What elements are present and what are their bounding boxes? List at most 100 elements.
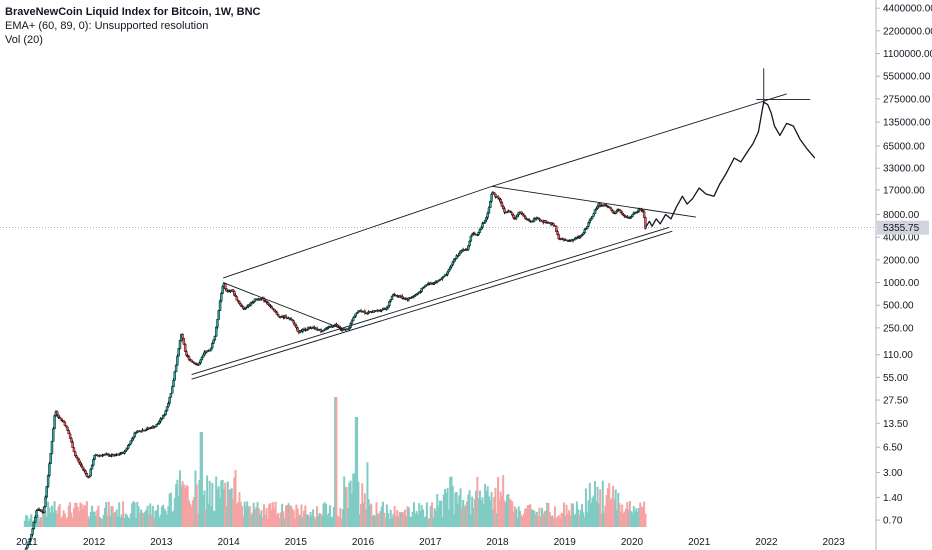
candle-body xyxy=(481,223,484,228)
volume-bar xyxy=(125,515,128,527)
candle-body xyxy=(181,333,184,339)
legend-title[interactable]: BraveNewCoin Liquid Index for Bitcoin, 1… xyxy=(5,6,261,18)
volume-bar xyxy=(552,517,555,527)
candle-body xyxy=(614,211,617,214)
volume-bar xyxy=(575,501,578,527)
projection-line[interactable] xyxy=(644,101,816,229)
candle-body xyxy=(238,301,241,304)
projection-path[interactable] xyxy=(644,101,816,229)
volume-bar xyxy=(476,476,479,527)
candle-body xyxy=(49,453,52,464)
volume-bar xyxy=(587,500,590,527)
volume-bar xyxy=(546,502,549,527)
volume-bar xyxy=(378,513,381,527)
volume-bar xyxy=(344,487,347,527)
volume-bar xyxy=(297,514,300,527)
volume-bar xyxy=(113,512,116,527)
volume-bar xyxy=(194,470,197,527)
volume-bar xyxy=(131,503,134,527)
volume-bar xyxy=(288,505,291,527)
candle-body xyxy=(557,234,560,239)
candle-body xyxy=(355,312,359,314)
volume-bar xyxy=(534,514,537,527)
candle-body xyxy=(40,509,43,512)
volume-bar xyxy=(286,505,289,527)
trendline-drawings[interactable] xyxy=(191,68,811,380)
volume-bar xyxy=(233,477,236,527)
volume-bar xyxy=(583,517,586,527)
volume-bar xyxy=(299,515,302,527)
candle-body xyxy=(155,424,158,427)
volume-bar xyxy=(618,503,621,527)
volume-bar xyxy=(243,501,246,527)
volume-bar xyxy=(168,493,171,527)
volume-bar xyxy=(145,509,148,527)
candle-body xyxy=(494,193,497,198)
volume-bar xyxy=(438,500,441,527)
candle-body xyxy=(224,283,227,290)
volume-bar xyxy=(25,515,28,527)
x-tick-label: 2011 xyxy=(16,537,38,548)
legend-ema[interactable]: EMA+ (60, 89, 0): Unsupported resolution xyxy=(5,20,209,32)
candle-body xyxy=(447,269,451,273)
volume-bar xyxy=(406,506,409,527)
volume-bar xyxy=(551,515,554,527)
candle-body xyxy=(46,475,50,487)
candle-body xyxy=(319,329,323,332)
volume-bar xyxy=(270,509,273,527)
volume-bar xyxy=(578,514,581,527)
trendline[interactable] xyxy=(191,226,670,375)
volume-bar xyxy=(459,488,462,527)
volume-bar xyxy=(334,397,337,527)
candle-body xyxy=(489,200,492,209)
candle-body xyxy=(154,426,157,428)
volume-bar xyxy=(335,397,338,527)
y-tick-label: 4000.00 xyxy=(883,233,920,244)
volume-bar xyxy=(340,518,343,527)
volume-bar xyxy=(550,516,553,527)
y-tick-label: 17000.00 xyxy=(883,185,925,196)
volume-bar xyxy=(593,481,596,527)
trendline[interactable] xyxy=(223,282,347,332)
trendline[interactable] xyxy=(223,185,493,279)
volume-bar xyxy=(442,494,445,527)
trendline[interactable] xyxy=(191,230,673,380)
candle-body xyxy=(277,314,280,317)
candle-body xyxy=(586,226,589,229)
candle-body xyxy=(441,276,444,280)
volume-bar xyxy=(374,516,377,527)
volume-bar xyxy=(155,510,158,527)
volume-bar xyxy=(94,516,97,527)
volume-bar xyxy=(226,481,229,527)
candle-body xyxy=(273,309,276,312)
volume-bar xyxy=(124,513,127,527)
volume-bar xyxy=(171,512,174,527)
volume-bar xyxy=(613,499,616,527)
volume-bar xyxy=(107,501,110,527)
trendline[interactable] xyxy=(492,185,696,218)
volume-bar xyxy=(281,503,284,527)
volume-bar xyxy=(317,515,320,527)
volume-bar xyxy=(604,505,607,527)
volume-bar xyxy=(507,494,510,527)
volume-bar xyxy=(614,489,617,527)
trendline[interactable] xyxy=(491,93,787,187)
volume-bar xyxy=(347,508,350,527)
volume-bar xyxy=(137,506,140,527)
candle-body xyxy=(124,449,127,452)
candle-body xyxy=(92,459,95,466)
volume-bar xyxy=(321,515,324,527)
volume-bar xyxy=(500,496,503,527)
candle-body xyxy=(89,468,92,477)
volume-bar xyxy=(341,509,344,527)
candle-body xyxy=(644,217,647,229)
volume-bar xyxy=(380,506,383,527)
volume-bar xyxy=(454,492,457,527)
volume-bar xyxy=(234,469,237,527)
candle-body xyxy=(385,307,389,310)
legend-volume[interactable]: Vol (20) xyxy=(5,34,43,46)
candle-body xyxy=(43,506,46,513)
candle-body xyxy=(209,347,213,351)
volume-bar xyxy=(336,515,339,527)
